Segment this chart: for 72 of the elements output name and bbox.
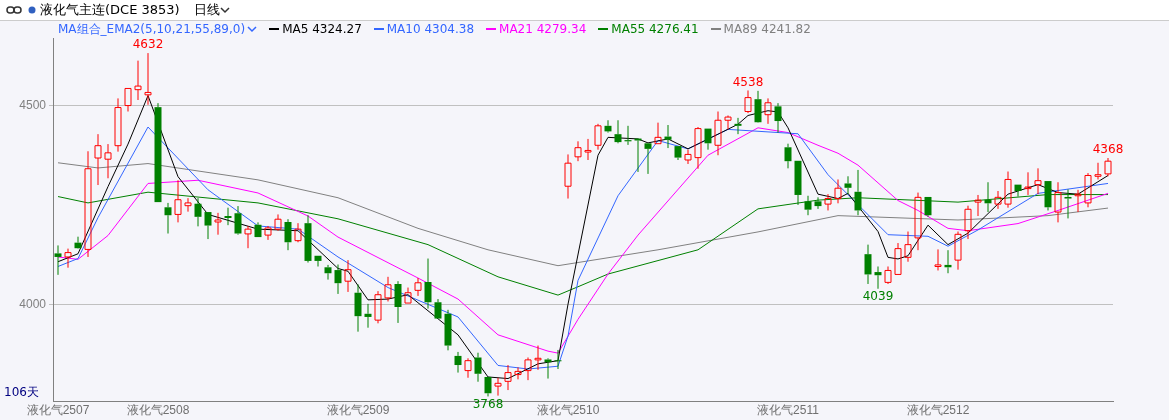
candlestick	[454, 351, 462, 374]
candlestick	[444, 309, 452, 351]
legend-title: MA组合_EMA2(5,10,21,55,89,0)	[58, 20, 246, 38]
x-tick-label: 液化气2511	[757, 403, 820, 418]
chart-title: 液化气主连(DCE 3853)	[40, 1, 180, 19]
candlestick	[164, 202, 172, 235]
candlestick	[424, 258, 432, 310]
candlestick	[774, 102, 782, 134]
candlestick	[374, 290, 382, 324]
candlestick	[874, 265, 882, 290]
x-tick-label: 液化气2509	[326, 403, 390, 418]
candlestick	[474, 352, 482, 383]
candlestick	[1084, 172, 1092, 208]
candlestick	[314, 255, 322, 267]
legend-label: MA21 4279.34	[499, 22, 587, 36]
x-tick-label: 液化气2510	[536, 403, 600, 418]
candlestick	[334, 264, 342, 295]
candlestick	[924, 196, 932, 218]
legend-label: MA89 4241.82	[723, 22, 811, 36]
candlestick	[674, 146, 682, 161]
candlestick	[284, 218, 292, 251]
candlestick	[664, 124, 672, 149]
candlestick	[844, 175, 852, 195]
annotation: 4368	[1092, 142, 1124, 157]
legend-label: MA10 4304.38	[386, 22, 475, 36]
annotation: 3768	[472, 396, 504, 411]
candlestick	[544, 359, 552, 380]
candlestick	[824, 193, 832, 211]
candlestick	[304, 214, 312, 264]
candlestick	[604, 119, 612, 132]
candlestick	[394, 280, 402, 324]
candlestick	[224, 207, 232, 226]
candlestick	[124, 87, 132, 113]
candlestick	[614, 119, 622, 143]
legend-label: MA55 4276.41	[611, 22, 699, 36]
candlestick	[864, 244, 872, 285]
candlestick	[804, 195, 812, 216]
candlestick	[234, 205, 242, 234]
candlestick	[254, 221, 262, 238]
candlestick	[554, 349, 562, 370]
annotation: 4039	[862, 288, 894, 303]
legend-label: MA5 4324.27	[282, 22, 362, 36]
candlestick	[324, 264, 332, 281]
candlestick	[704, 128, 712, 151]
candlestick	[734, 117, 742, 135]
y-tick-label: 4500	[19, 97, 47, 112]
candlestick	[194, 197, 202, 227]
x-tick-label: 液化气2507	[26, 403, 90, 418]
annotation: 4538	[732, 74, 764, 89]
candlestick	[894, 242, 902, 275]
candlestick	[484, 376, 492, 397]
candlestick	[784, 143, 792, 169]
candlestick	[364, 303, 372, 329]
y-tick-label: 4000	[19, 296, 47, 311]
x-tick-label: 液化气2508	[126, 403, 190, 418]
candlestick	[434, 298, 442, 319]
candlestick	[754, 90, 762, 123]
chart-subtitle: 日线	[193, 1, 220, 19]
candlestick	[74, 236, 82, 249]
candlestick	[644, 143, 652, 175]
text: 106天	[4, 384, 39, 401]
candlestick	[84, 150, 92, 258]
candlestick	[204, 212, 212, 240]
annotation: 4632	[132, 37, 164, 52]
candlestick	[634, 138, 642, 173]
candlestick	[814, 196, 822, 210]
candlestick	[594, 123, 602, 151]
candlestick	[354, 283, 362, 333]
candlestick	[54, 244, 62, 276]
candlestick	[724, 114, 732, 130]
candlestick	[264, 225, 272, 241]
x-tick-label: 液化气2512	[906, 403, 970, 418]
